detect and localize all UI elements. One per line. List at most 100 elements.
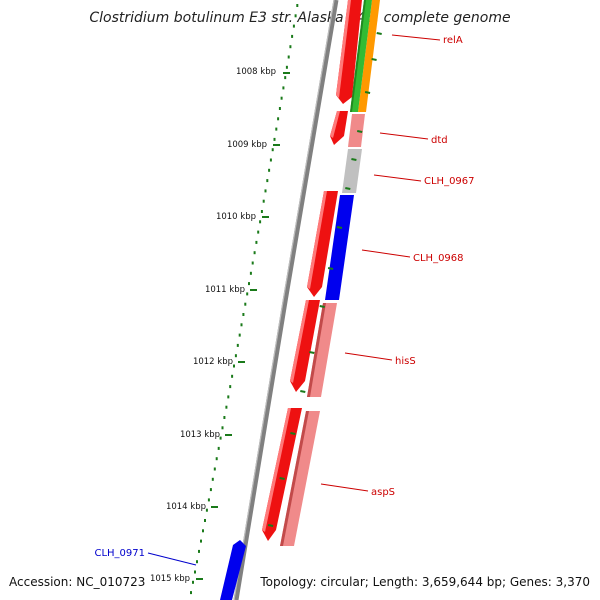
scale-dot [249,271,252,275]
scale-dot [269,158,272,162]
gene-block-clh0968 [325,195,354,300]
scale-dot [260,210,263,213]
scale-dot [291,34,294,38]
gene-arrow-aspS-fwd [262,408,302,541]
topology-text: Topology: circular; Length: 3,659,644 bp… [260,575,590,589]
scale-dot [209,488,212,492]
scale-dot [266,179,269,183]
outer-feature-track [220,114,365,600]
scale-dot [227,395,230,399]
scale-dot [211,477,214,481]
gene-arrow-dtd-edge [330,111,340,138]
scale-dot [225,405,228,409]
outer-minor-tick [345,187,351,190]
scale-dot [223,416,226,419]
gene-block-aspS [280,411,320,546]
leader-clh0968 [361,249,411,258]
outer-minor-tick [279,477,285,480]
scale-dot [231,374,234,378]
scale-dot [242,313,245,316]
scale-dots [190,4,299,595]
scale-dot [234,354,237,358]
forward-cds-track [262,0,362,541]
gene-label-clh0971[interactable]: CLH_0971 [94,548,145,559]
scale-dot [219,436,222,440]
outer-minor-tick [290,432,296,435]
scale-dot [277,117,280,121]
outer-minor-tick [364,91,371,94]
outer-minor-tick [267,524,274,527]
outer-minor-tick [309,351,315,354]
tick-label-1013: 1013 kbp [180,430,220,440]
outer-minor-tick [357,130,363,133]
scale-dot [287,55,290,59]
genome-title: Clostridium botulinum E3 str. Alaska E43… [89,10,511,26]
scale-dot [200,539,202,543]
scale-dot [268,168,271,172]
outer-minor-ticks [267,32,382,527]
scale-dot [262,199,265,203]
scale-dot [217,446,220,450]
gene-arrow-dtd [330,111,348,145]
scale-dot [238,333,241,337]
outer-minor-tick [376,32,382,35]
scale-dot [248,282,250,286]
leader-aspS [320,483,369,492]
scale-dot [244,302,247,306]
scale-dot [294,14,297,18]
scale-dot [229,385,232,389]
scale-dot [207,498,210,502]
scale-dot [215,457,218,461]
scale-dot [278,107,281,110]
scale-dot [198,549,200,553]
scale-dot [204,519,206,522]
gene-block-clh0967 [342,149,362,193]
tick-label-1011: 1011 kbp [205,285,245,295]
scale-dot [194,570,196,574]
outer-minor-tick [300,390,306,393]
gene-arrow-aspS-fwd-edge [262,408,291,532]
gene-arrow-hisS-fwd-edge [290,300,309,383]
gene-label-clh0967[interactable]: CLH_0967 [424,176,475,187]
scale-dot [202,529,204,533]
tick-label-1014: 1014 kbp [166,502,206,512]
scale-dot [292,24,295,28]
scale-dot [246,292,249,296]
leader-clh0967 [373,174,422,182]
gene-block-aspS-shade [280,411,309,546]
scale-dot [282,86,285,90]
scale-dot [205,508,208,512]
outer-minor-tick [351,158,357,161]
gene-labels: relA dtd CLH_0967 CLH_0968 hisS aspS CLH… [94,34,475,566]
scale-dot [213,467,216,471]
outer-minor-tick [336,226,343,229]
genome-backbone-highlight [233,0,335,600]
scale-dot [251,261,254,265]
scale-dot [271,148,274,152]
leader-dtd [379,132,429,140]
scale-dot [192,580,194,584]
gene-label-dtd[interactable]: dtd [431,135,448,146]
scale-dot [240,323,243,327]
tick-label-1012: 1012 kbp [193,357,233,367]
outer-minor-tick [327,267,334,270]
scale-dot [280,96,283,100]
gene-arrow-clh0971 [220,540,246,600]
scale-dot [296,4,299,7]
gene-label-relA[interactable]: relA [443,35,463,46]
leader-hisS [344,352,393,361]
scale-dot [264,189,267,193]
gene-block-hisS-shade [307,303,326,397]
gene-arrow-relA [336,0,362,104]
gene-label-aspS[interactable]: aspS [371,487,395,498]
scale-dot [233,364,235,368]
genome-backbone [233,0,339,600]
tick-label-1009: 1009 kbp [227,140,267,150]
tick-label-1015: 1015 kbp [150,574,190,584]
outer-minor-tick [371,58,377,61]
scale-dot [284,76,287,80]
gene-label-clh0968[interactable]: CLH_0968 [413,253,464,264]
scale-dot [190,591,192,595]
gene-label-hisS[interactable]: hisS [395,356,416,367]
